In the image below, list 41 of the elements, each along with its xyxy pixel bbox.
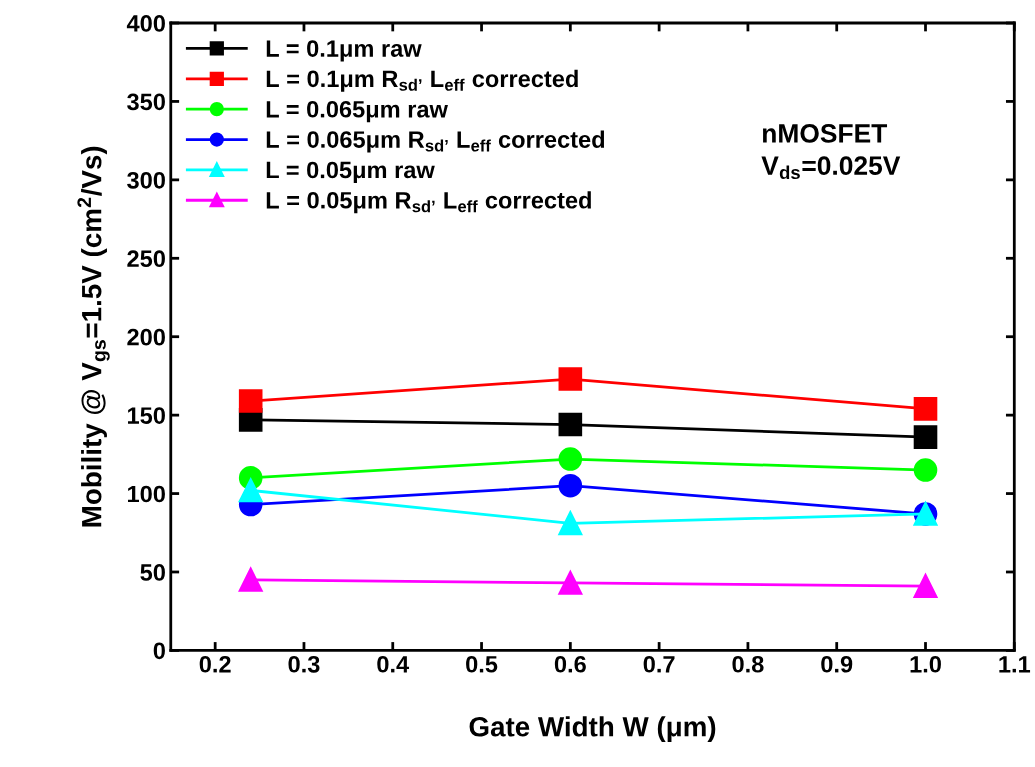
legend-label: L = 0.05μm R$_{sd’}$ L$_{eff}$ corrected [266, 191, 591, 214]
point [913, 397, 938, 421]
y-tick-label: 200 [127, 328, 165, 346]
point [558, 447, 583, 471]
point [558, 473, 583, 498]
x-tick-label: 1.0 [910, 655, 941, 673]
x-tick-label: 0.8 [732, 655, 764, 673]
legend-label: L = 0.05μm raw [266, 161, 435, 183]
point [558, 412, 583, 437]
annotation: nMOSFET V$_{ds}$=0.025V [761, 124, 901, 180]
point [913, 425, 938, 449]
x-tick-label: 0.3 [288, 655, 320, 673]
x-tick-label: 0.4 [377, 655, 410, 673]
y-tick-label: 400 [126, 15, 165, 32]
y-tick-label: 350 [127, 93, 165, 111]
point [558, 367, 583, 391]
point [238, 478, 263, 503]
x-tick-label: 0.7 [643, 655, 675, 673]
y-tick-label: 100 [128, 485, 165, 503]
y-tick-label: 250 [127, 250, 165, 268]
point [558, 571, 583, 595]
legend-label: L = 0.065μm raw [266, 100, 448, 123]
y-tick-label: 50 [140, 564, 165, 581]
y-tick-label: 0 [153, 642, 165, 660]
legend-label: L = 0.1μm raw [266, 40, 422, 62]
x-tick-label: 0.6 [554, 655, 586, 673]
y-tick-label: 150 [128, 407, 165, 424]
point [238, 568, 263, 592]
x-axis-title: Gate Width W (μm) [469, 716, 716, 743]
y-tick-label: 300 [127, 171, 165, 189]
x-tick-label: 0.5 [466, 655, 498, 673]
x-tick-label: 0.2 [199, 655, 231, 673]
point [913, 458, 938, 482]
legend-label: L = 0.1μm R$_{sd’}$ L$_{eff}$ corrected [266, 69, 578, 92]
x-tick-label: 1.1 [999, 656, 1031, 673]
x-tick-label: 0.9 [821, 655, 853, 673]
y-axis-title: Mobility @ V$_{gs}$=1.5V (cm$^{2}$/Vs) [77, 146, 110, 527]
point [913, 574, 938, 598]
legend-label: L = 0.065μm R$_{sd’}$ L$_{eff}$ corrected [266, 130, 605, 153]
point [238, 389, 263, 413]
point [558, 511, 583, 536]
